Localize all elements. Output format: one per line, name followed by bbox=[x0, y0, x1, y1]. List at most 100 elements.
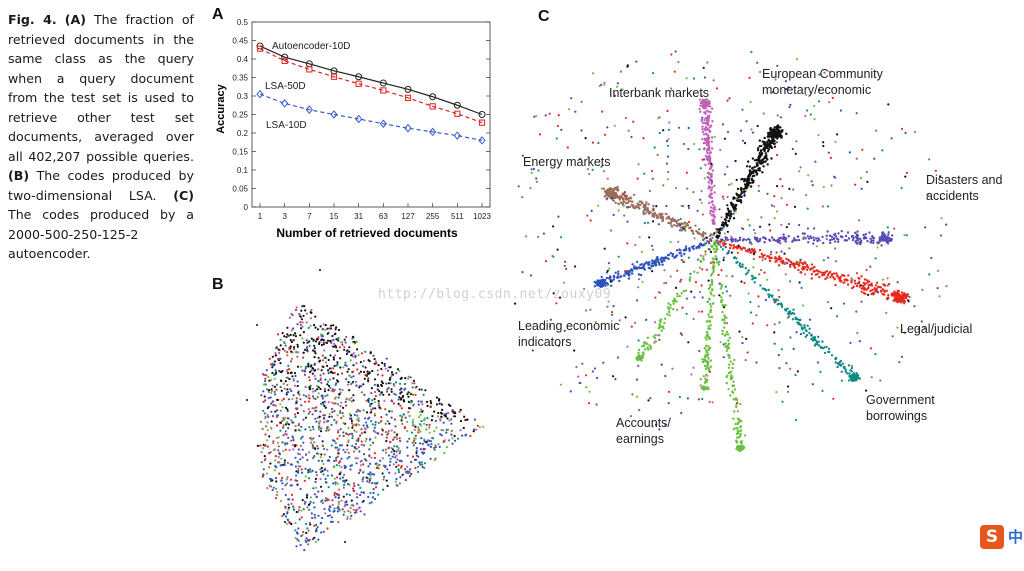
scatter-point bbox=[417, 428, 420, 431]
scatter-point bbox=[705, 236, 708, 239]
scatter-point bbox=[346, 503, 349, 506]
scatter-point bbox=[747, 173, 751, 177]
scatter-point bbox=[752, 171, 755, 175]
scatter-point bbox=[319, 468, 322, 471]
scatter-point bbox=[351, 424, 354, 427]
scatter-point bbox=[279, 429, 282, 432]
scatter-point bbox=[287, 506, 291, 509]
scatter-point bbox=[619, 275, 623, 278]
scatter-point bbox=[613, 94, 617, 97]
scatter-point bbox=[701, 128, 704, 131]
scatter-point bbox=[906, 294, 909, 298]
scatter-point bbox=[398, 482, 401, 485]
scatter-point bbox=[308, 426, 311, 429]
scatter-point bbox=[739, 429, 743, 432]
scatter-point bbox=[629, 270, 632, 273]
scatter-point bbox=[880, 235, 884, 238]
scatter-point bbox=[739, 129, 742, 132]
scatter-point bbox=[270, 402, 273, 405]
scatter-point bbox=[758, 273, 761, 276]
scatter-point bbox=[297, 467, 300, 470]
scatter-point bbox=[654, 296, 657, 299]
series-label: Autoencoder-10D bbox=[272, 41, 350, 52]
scatter-point bbox=[332, 377, 335, 380]
scatter-point bbox=[712, 270, 715, 274]
scatter-point bbox=[832, 237, 835, 241]
scatter-point bbox=[724, 246, 727, 249]
scatter-point bbox=[905, 171, 908, 174]
scatter-point bbox=[624, 316, 627, 319]
scatter-point bbox=[626, 242, 629, 245]
scatter-point bbox=[633, 265, 636, 268]
scatter-point bbox=[292, 508, 295, 511]
scatter-point bbox=[374, 390, 377, 394]
scatter-point bbox=[730, 235, 733, 238]
scatter-point bbox=[286, 442, 289, 445]
scatter-point bbox=[679, 252, 683, 255]
scatter-point bbox=[817, 134, 820, 137]
scatter-point bbox=[767, 288, 770, 292]
scatter-point bbox=[350, 419, 353, 423]
scatter-point bbox=[665, 256, 668, 260]
scatter-point bbox=[321, 502, 325, 505]
scatter-point bbox=[790, 262, 794, 266]
scatter-point bbox=[689, 226, 692, 229]
data-point bbox=[281, 57, 288, 64]
scatter-point bbox=[365, 411, 369, 414]
scatter-point bbox=[704, 163, 707, 167]
scatter-point bbox=[774, 257, 777, 260]
scatter-point bbox=[718, 234, 721, 238]
scatter-point bbox=[685, 247, 688, 250]
scatter-point bbox=[322, 338, 325, 342]
scatter-point bbox=[785, 132, 788, 135]
scatter-point bbox=[605, 281, 608, 285]
scatter-point bbox=[645, 201, 648, 204]
corner-logo[interactable]: S 中 bbox=[980, 523, 1024, 551]
scatter-point bbox=[708, 178, 712, 181]
scatter-point bbox=[681, 306, 684, 309]
scatter-point bbox=[934, 169, 937, 172]
scatter-point bbox=[287, 417, 290, 420]
scatter-point bbox=[338, 488, 341, 491]
scatter-point bbox=[812, 242, 815, 245]
scatter-point bbox=[320, 343, 323, 347]
scatter-point bbox=[400, 376, 403, 379]
scatter-point bbox=[348, 374, 351, 377]
scatter-point bbox=[423, 418, 426, 421]
scatter-point bbox=[827, 151, 830, 154]
scatter-point bbox=[726, 99, 729, 102]
scatter-point bbox=[705, 350, 708, 354]
scatter-point bbox=[656, 255, 659, 259]
scatter-point bbox=[777, 264, 781, 267]
scatter-point bbox=[766, 192, 769, 195]
scatter-point bbox=[421, 463, 424, 466]
scatter-point bbox=[361, 365, 365, 368]
scatter-point bbox=[713, 205, 716, 209]
scatter-point bbox=[396, 368, 400, 371]
scatter-point bbox=[333, 491, 336, 494]
scatter-point bbox=[367, 400, 370, 404]
scatter-point bbox=[319, 470, 323, 474]
x-tick-label: 127 bbox=[401, 212, 415, 221]
scatter-point bbox=[394, 425, 397, 428]
scatter-point bbox=[304, 475, 307, 478]
scatter-point bbox=[834, 283, 837, 287]
scatter-point bbox=[817, 335, 820, 338]
scatter-point bbox=[812, 239, 816, 242]
scatter-point bbox=[766, 146, 769, 150]
data-point bbox=[330, 73, 338, 80]
scatter-point bbox=[887, 231, 890, 234]
data-point bbox=[355, 80, 362, 87]
scatter-point bbox=[351, 426, 354, 429]
scatter-point bbox=[284, 448, 287, 451]
scatter-point bbox=[288, 498, 291, 501]
scatter-point bbox=[737, 448, 740, 451]
scatter-point bbox=[297, 448, 300, 451]
scatter-point bbox=[736, 445, 739, 448]
scatter-point bbox=[665, 140, 669, 143]
scatter-point bbox=[296, 323, 299, 326]
scatter-point bbox=[419, 442, 422, 445]
scatter-point bbox=[749, 185, 753, 188]
scatter-point bbox=[815, 269, 818, 272]
scatter-point bbox=[279, 409, 282, 412]
